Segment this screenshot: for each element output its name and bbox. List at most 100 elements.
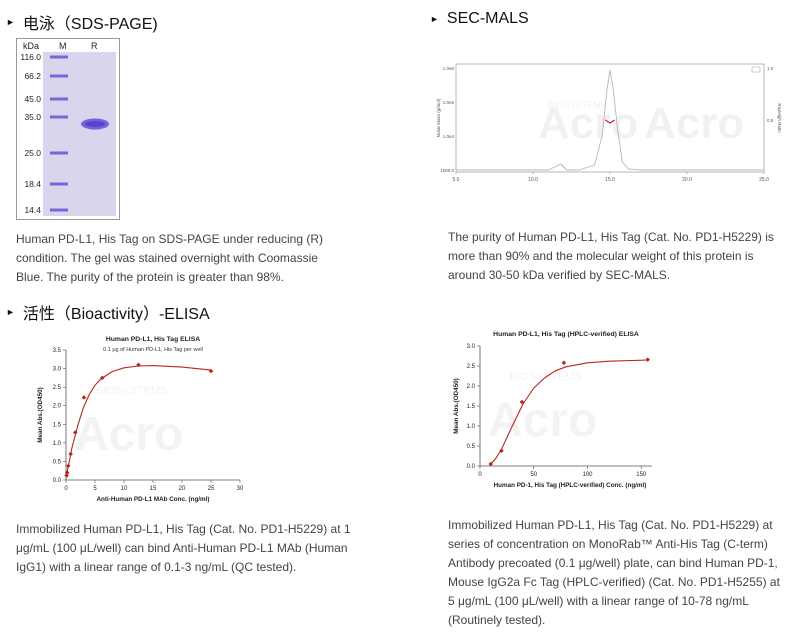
y-tick-label: 2.0 bbox=[467, 384, 476, 390]
y-tick-label: 0.5 bbox=[53, 459, 62, 465]
data-point bbox=[64, 473, 69, 478]
legend-box bbox=[751, 66, 761, 73]
y-tick-label: 1.0e4 bbox=[443, 134, 455, 139]
gel-marker-band bbox=[50, 208, 68, 212]
y-tick-label: 3.0 bbox=[53, 367, 62, 373]
gel-marker-band bbox=[50, 151, 68, 155]
x-tick-label: 20 bbox=[179, 486, 186, 492]
chart-title: Human PD-L1, His Tag ELISA bbox=[106, 336, 200, 343]
sec-mals-caption: The purity of Human PD-L1, His Tag (Cat.… bbox=[448, 230, 774, 282]
y-axis-label: Mean Abs.(OD450) bbox=[37, 387, 44, 442]
sds-page-title: 电泳（SDS-PAGE) bbox=[22, 16, 158, 33]
watermark-text: Acro bbox=[74, 408, 183, 461]
gel-marker-band bbox=[50, 55, 68, 59]
fit-curve bbox=[65, 365, 212, 478]
elisa-left-caption: Immobilized Human PD-L1, His Tag (Cat. N… bbox=[16, 522, 351, 574]
y-tick-label: 1000.0 bbox=[440, 168, 454, 173]
y-axis-label: Mean Abs.(OD450) bbox=[453, 378, 460, 433]
y-tick-label: 3.5 bbox=[53, 348, 62, 354]
sds-page-heading: ► 电泳（SDS-PAGE) bbox=[6, 10, 158, 34]
x-tick-label: 5 bbox=[93, 486, 97, 492]
x-tick-label: 10.0 bbox=[528, 177, 538, 183]
x-tick-label: 100 bbox=[582, 472, 593, 478]
y2-axis-label: Rayleigh Ratio bbox=[777, 103, 782, 133]
gel-lane-r-label: R bbox=[91, 41, 98, 51]
y-tick-label: 2.0 bbox=[53, 404, 62, 410]
molar-mass-line bbox=[605, 119, 615, 124]
rayleigh-signal-line bbox=[456, 69, 764, 171]
triangle-bullet-icon: ► bbox=[430, 14, 439, 24]
data-point bbox=[81, 395, 87, 400]
gel-marker-band bbox=[50, 97, 68, 101]
sec-mals-chart: Acro BIOSYSTEMS Acro 5.0 10.0 15.0 20.0 25.0 100… bbox=[428, 58, 784, 190]
gel-sample-band-core bbox=[85, 121, 105, 127]
gel-marker-label: 45.0 bbox=[24, 94, 41, 104]
y-tick-label: 2.5 bbox=[467, 364, 476, 370]
x-tick-label: 0 bbox=[478, 472, 482, 478]
x-tick-label: 5.0 bbox=[453, 177, 460, 183]
sds-page-caption: Human PD-L1, His Tag on SDS-PAGE under r… bbox=[16, 232, 324, 284]
y-tick-label: 1.0 bbox=[467, 424, 476, 430]
data-point bbox=[64, 470, 70, 475]
y-tick-label: 1.5 bbox=[53, 422, 62, 428]
x-tick-label: 0 bbox=[64, 486, 68, 492]
y-tick-label: 2.5 bbox=[53, 385, 62, 391]
sec-mals-heading: ► SEC-MALS bbox=[430, 10, 529, 28]
y-tick-label: 3.0 bbox=[467, 344, 476, 350]
data-point bbox=[561, 360, 567, 366]
data-point bbox=[68, 451, 73, 457]
y-axis-label: Molar Mass (g/mol) bbox=[436, 98, 441, 137]
x-axis-label: Human PD-1, His Tag (HPLC-verified) Conc… bbox=[494, 482, 647, 489]
chart-title: Human PD-L1, His Tag (HPLC-verified) ELI… bbox=[493, 331, 639, 338]
x-tick-label: 20.0 bbox=[682, 177, 692, 183]
y2-tick-label: 0.5 bbox=[767, 118, 774, 123]
gel-marker-band bbox=[50, 182, 68, 186]
gel-lane-m-label: M bbox=[59, 41, 67, 51]
sec-mals-title: SEC-MALS bbox=[446, 10, 529, 27]
watermark-sub-text: BIOSYSTEMS bbox=[96, 385, 168, 397]
x-axis-label: Anti-Human PD-L1 MAb Conc. (ng/ml) bbox=[97, 496, 210, 503]
chart-subtitle: 0.1 μg of Human PD-L1, His Tag per well bbox=[103, 347, 203, 353]
x-tick-label: 25.0 bbox=[759, 177, 769, 183]
gel-marker-band bbox=[50, 115, 68, 119]
data-point bbox=[208, 368, 214, 374]
x-tick-label: 150 bbox=[636, 472, 647, 478]
y-tick-label: 0.0 bbox=[467, 464, 476, 470]
gel-marker-label: 14.4 bbox=[24, 205, 41, 215]
y-tick-label: 1.0e5 bbox=[443, 100, 455, 105]
x-tick-label: 10 bbox=[121, 486, 128, 492]
watermark-text: Acro bbox=[538, 99, 638, 148]
gel-kda-label: kDa bbox=[23, 41, 39, 51]
gel-marker-label: 66.2 bbox=[24, 71, 41, 81]
bioactivity-heading: ► 活性（Bioactivity）-ELISA bbox=[6, 300, 210, 324]
y2-tick-label: 1.0 bbox=[767, 66, 774, 71]
plot-frame bbox=[455, 63, 765, 173]
bioactivity-title: 活性（Bioactivity）-ELISA bbox=[22, 306, 210, 323]
triangle-bullet-icon: ► bbox=[6, 307, 15, 317]
gel-marker-label: 116.0 bbox=[20, 52, 41, 62]
x-tick-label: 30 bbox=[237, 486, 244, 492]
y-tick-label: 1.0e6 bbox=[443, 66, 455, 71]
y-tick-label: 1.0 bbox=[53, 441, 62, 447]
data-point bbox=[66, 463, 71, 469]
y-tick-label: 0.0 bbox=[53, 478, 62, 484]
elisa-chart-1: Acro BIOSYSTEMS Human PD-L1, His Tag ELISA… bbox=[30, 328, 256, 510]
watermark-text: Acro bbox=[644, 99, 744, 148]
gel-marker-label: 25.0 bbox=[24, 148, 41, 158]
x-tick-label: 15.0 bbox=[605, 177, 615, 183]
gel-marker-band bbox=[50, 74, 68, 78]
elisa-right-caption: Immobilized Human PD-L1, His Tag (Cat. N… bbox=[448, 518, 780, 627]
watermark-text: Acro bbox=[488, 394, 597, 447]
watermark-sub-text: BIOSYSTEMS bbox=[548, 100, 607, 110]
y-tick-label: 1.5 bbox=[467, 404, 476, 410]
elisa-chart-2: AcroBIOSYSTEMSHuman PD-L1, His Tag (HPLC… bbox=[448, 326, 668, 506]
gel-marker-label: 35.0 bbox=[24, 112, 41, 122]
gel-marker-label: 18.4 bbox=[24, 179, 41, 189]
x-tick-label: 25 bbox=[208, 486, 215, 492]
data-point bbox=[73, 430, 78, 435]
sds-gel-image: kDa M R 116.0 66.2 45.0 35.0 25.0 18.4 14.4 bbox=[16, 38, 120, 220]
x-tick-label: 50 bbox=[530, 472, 537, 478]
x-tick-label: 15 bbox=[150, 486, 157, 492]
y-tick-label: 0.5 bbox=[467, 444, 476, 450]
gel-body bbox=[43, 52, 116, 216]
